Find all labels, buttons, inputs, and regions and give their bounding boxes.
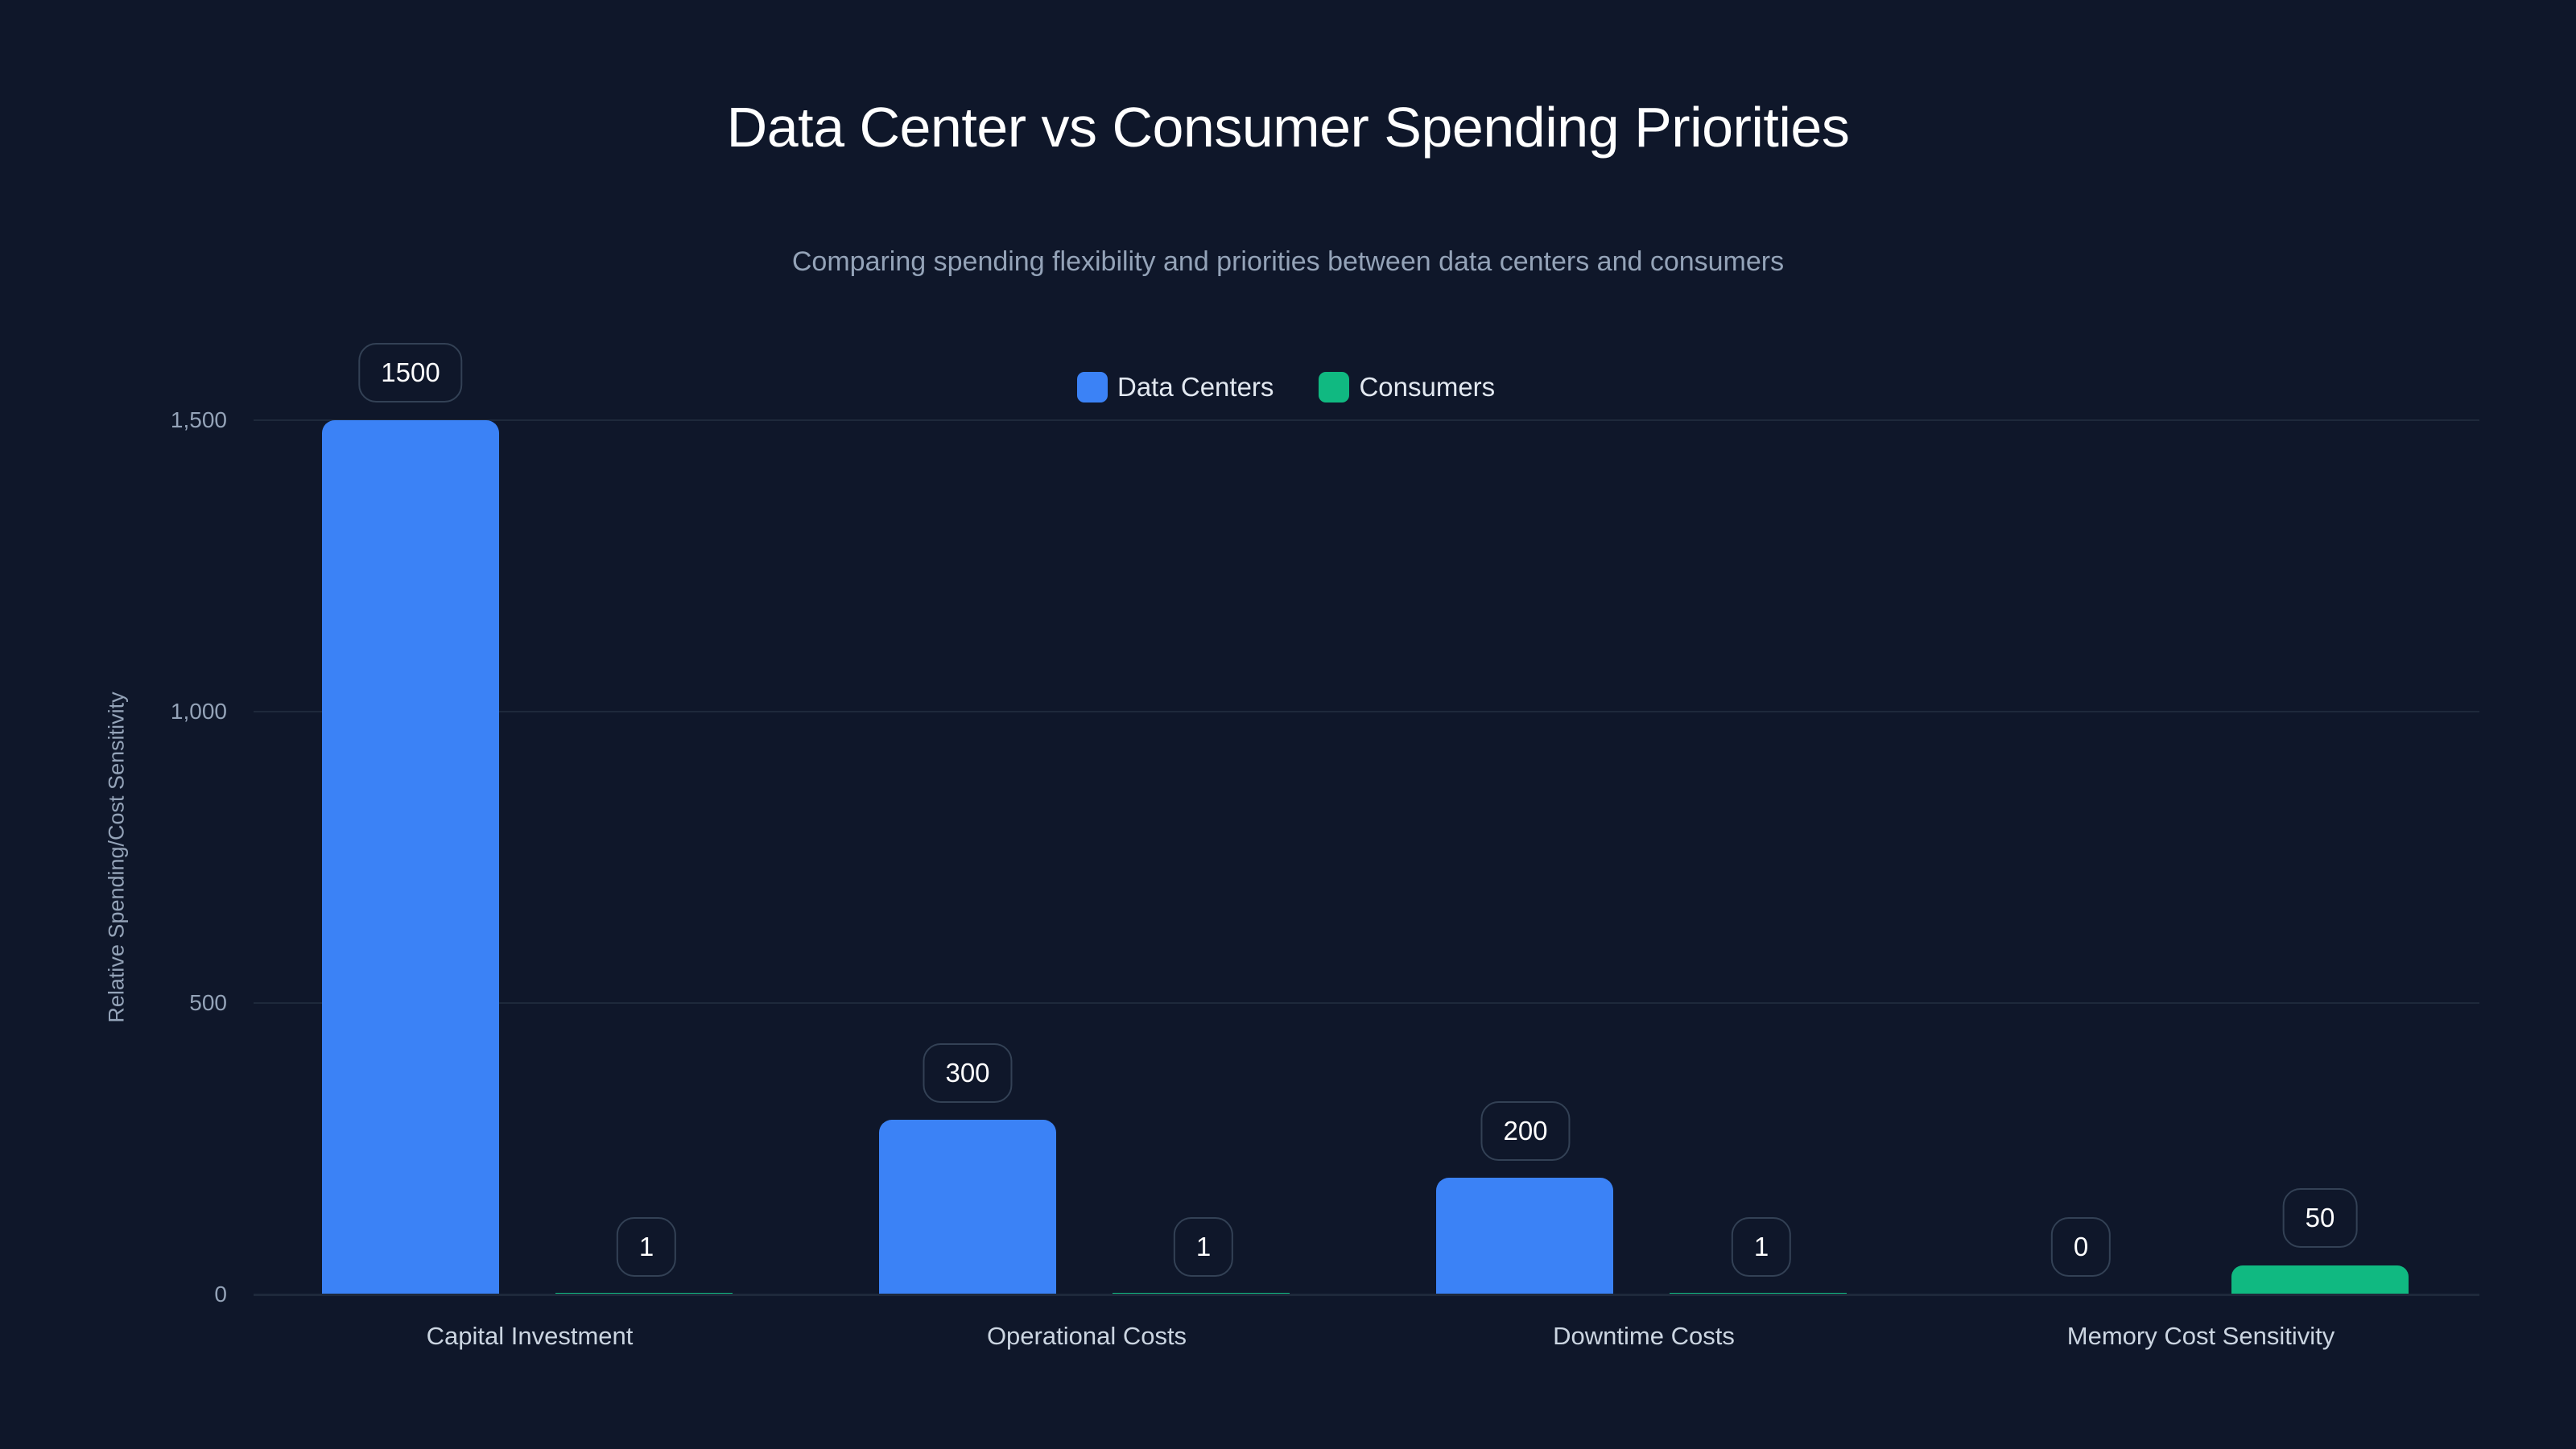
legend-swatch-data-centers bbox=[1077, 372, 1108, 402]
x-tick-downtime-costs: Downtime Costs bbox=[1553, 1322, 1735, 1350]
data-label: 300 bbox=[923, 1043, 1013, 1103]
y-tick: 1,500 bbox=[170, 407, 227, 432]
legend-item-consumers[interactable]: Consumers bbox=[1319, 372, 1495, 402]
chart-title: Data Center vs Consumer Spending Priorit… bbox=[726, 96, 1850, 159]
y-tick: 1,000 bbox=[170, 699, 227, 724]
x-tick-operational-costs: Operational Costs bbox=[986, 1322, 1187, 1350]
data-label: 50 bbox=[2282, 1188, 2358, 1248]
x-axis-line bbox=[254, 1294, 2479, 1296]
data-label: 1 bbox=[1173, 1217, 1234, 1277]
legend-swatch-consumers bbox=[1319, 372, 1350, 402]
legend-label: Data Centers bbox=[1117, 372, 1274, 402]
chart-subtitle: Comparing spending flexibility and prior… bbox=[791, 246, 1785, 277]
legend-label: Consumers bbox=[1359, 372, 1496, 402]
data-label: 0 bbox=[2050, 1217, 2112, 1277]
gridline bbox=[254, 711, 2479, 712]
data-label: 1 bbox=[1731, 1217, 1792, 1277]
bar-data-centers-operational-costs[interactable] bbox=[879, 1120, 1056, 1294]
x-tick-capital-investment: Capital Investment bbox=[426, 1322, 634, 1350]
data-label: 200 bbox=[1480, 1101, 1571, 1161]
data-label: 1500 bbox=[358, 343, 463, 402]
gridline bbox=[254, 1002, 2479, 1004]
legend-item-data-centers[interactable]: Data Centers bbox=[1077, 372, 1274, 402]
data-label: 1 bbox=[616, 1217, 677, 1277]
y-tick: 0 bbox=[214, 1282, 227, 1307]
y-axis-label: Relative Spending/Cost Sensitivity bbox=[104, 691, 129, 1023]
legend: Data Centers Consumers bbox=[1077, 372, 1495, 402]
bar-consumers-memory-cost-sensitivity[interactable] bbox=[2231, 1265, 2409, 1294]
gridline bbox=[254, 419, 2479, 421]
bar-data-centers-capital-investment[interactable] bbox=[322, 420, 499, 1294]
bar-data-centers-downtime-costs[interactable] bbox=[1436, 1178, 1613, 1294]
x-tick-memory-cost-sensitivity: Memory Cost Sensitivity bbox=[2066, 1322, 2335, 1350]
y-tick: 500 bbox=[189, 990, 227, 1015]
